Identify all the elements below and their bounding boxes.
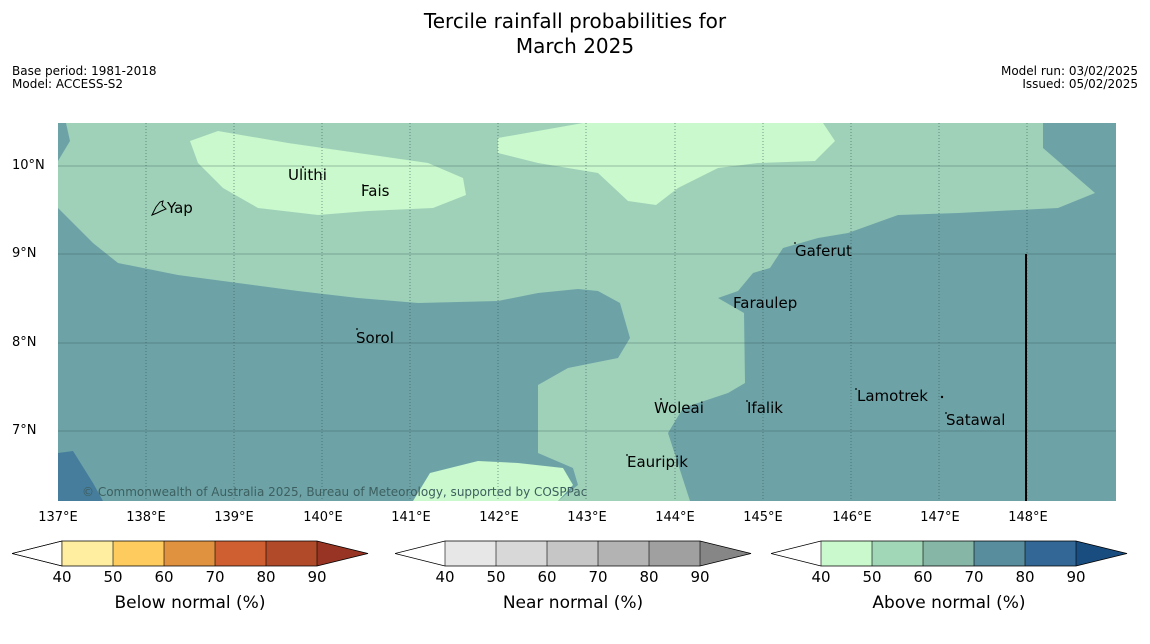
place-label-sorol: Sorol <box>356 329 394 347</box>
colorbar-swatch-0-3 <box>164 541 215 566</box>
place-label-woleai: Woleai <box>654 399 704 417</box>
colorbar-below-tick-40: 40 <box>52 568 72 586</box>
colorbar-swatch-0-0 <box>11 540 63 567</box>
lon-label-139e: 139°E <box>214 510 254 525</box>
region-above-70-80-nw <box>58 123 70 161</box>
colorbar-near-tick-40: 40 <box>435 568 455 586</box>
colorbar-below-tick-90: 90 <box>307 568 327 586</box>
colorbar-swatch-2-3 <box>923 541 974 566</box>
lon-label-143e: 143°E <box>567 510 607 525</box>
colorbar-near-tick-50: 50 <box>486 568 506 586</box>
lon-label-140e: 140°E <box>303 510 343 525</box>
place-label-ifalik: Ifalik <box>747 399 783 417</box>
colorbar-below-normal: 40 50 60 70 80 90 <box>11 540 370 600</box>
colorbar-below-tick-50: 50 <box>103 568 123 586</box>
colorbar-near-title: Near normal (%) <box>502 593 644 613</box>
region-above-40-50-south <box>413 461 573 501</box>
colorbar-swatch-1-6 <box>700 541 751 566</box>
colorbar-near-tick-90: 90 <box>690 568 710 586</box>
base-period: Base period: 1981-2018 <box>12 64 157 78</box>
colorbar-swatch-1-0 <box>395 541 445 566</box>
colorbar-below-tick-70: 70 <box>205 568 225 586</box>
region-above-70-80-ne <box>1043 123 1116 203</box>
lat-gridlines <box>58 165 1116 432</box>
colorbar-near-tick-80: 80 <box>639 568 659 586</box>
colorbar-swatch-1-3 <box>547 541 598 566</box>
map-canvas <box>58 123 1116 501</box>
colorbar-swatch-1-1 <box>445 541 496 566</box>
lat-label-10n: 10°N <box>12 158 45 173</box>
colorbar-swatch-0-1 <box>62 541 113 566</box>
lon-label-141e: 141°E <box>391 510 431 525</box>
meta-left: Base period: 1981-2018 Model: ACCESS-S2 <box>12 65 157 91</box>
region-above-50-60 <box>58 123 1095 501</box>
lon-label-145e: 145°E <box>743 510 783 525</box>
colorbar-swatch-0-6 <box>317 541 368 566</box>
colorbar-above-tick-80: 80 <box>1015 568 1035 586</box>
lon-label-138e: 138°E <box>126 510 166 525</box>
colorbar-swatch-2-4 <box>974 541 1025 566</box>
colorbar-above-tick-70: 70 <box>964 568 984 586</box>
colorbar-above-title: Above normal (%) <box>872 593 1026 613</box>
meta-right: Model run: 03/02/2025 Issued: 05/02/2025 <box>1001 65 1138 91</box>
lon-label-147e: 147°E <box>920 510 960 525</box>
colorbar-swatch-1-4 <box>598 541 649 566</box>
lat-label-7n: 7°N <box>12 423 37 438</box>
colorbar-swatch-0-4 <box>215 541 266 566</box>
lon-label-142e: 142°E <box>479 510 519 525</box>
colorbar-swatch-2-6 <box>1076 541 1127 566</box>
colorbar-near-normal-swatches <box>394 540 752 567</box>
place-label-ulithi: Ulithi <box>288 166 327 184</box>
colorbar-above-normal-swatches <box>770 540 1128 567</box>
colorbar-below-tick-60: 60 <box>154 568 174 586</box>
model-name: Model: ACCESS-S2 <box>12 77 124 91</box>
place-label-fais: Fais <box>361 182 390 200</box>
copyright-notice: © Commonwealth of Australia 2025, Bureau… <box>82 485 588 499</box>
colorbar-above-tick-90: 90 <box>1066 568 1086 586</box>
lon-label-137e: 137°E <box>38 510 78 525</box>
yap-island-shape <box>150 200 167 216</box>
colorbar-above-tick-50: 50 <box>862 568 882 586</box>
colorbar-above-tick-60: 60 <box>913 568 933 586</box>
colorbar-above-tick-40: 40 <box>811 568 831 586</box>
colorbar-swatch-1-5 <box>649 541 700 566</box>
map-panel <box>58 123 1116 501</box>
region-above-40-50-west <box>190 131 466 215</box>
place-label-gaferut: Gaferut <box>795 242 852 260</box>
map-title: Tercile rainfall probabilities for March… <box>0 9 1150 59</box>
region-above-80-90 <box>58 451 103 501</box>
colorbar-swatch-0-2 <box>113 541 164 566</box>
colorbar-near-tick-70: 70 <box>588 568 608 586</box>
place-label-faraulep: Faraulep <box>733 294 798 312</box>
colorbar-below-normal-swatches <box>11 540 369 567</box>
colorbar-swatch-1-2 <box>496 541 547 566</box>
lat-label-8n: 8°N <box>12 335 37 350</box>
lat-label-9n: 9°N <box>12 246 37 261</box>
colorbar-below-title: Below normal (%) <box>114 593 266 613</box>
colorbar-swatch-2-2 <box>872 541 923 566</box>
place-label-satawal: Satawal <box>946 411 1006 429</box>
colorbar-swatch-2-1 <box>821 541 872 566</box>
title-line2: March 2025 <box>515 34 635 58</box>
region-above-40-50-east <box>498 123 835 205</box>
colorbar-swatch-2-0 <box>771 541 821 566</box>
colorbar-near-tick-60: 60 <box>537 568 557 586</box>
colorbar-near-normal: 40 50 60 70 80 90 <box>394 540 753 600</box>
place-label-lamotrek: Lamotrek <box>857 387 928 405</box>
place-label-yap: Yap <box>167 199 193 217</box>
colorbar-swatch-2-5 <box>1025 541 1076 566</box>
lon-label-148e: 148°E <box>1008 510 1048 525</box>
lon-label-146e: 146°E <box>832 510 872 525</box>
island-markers <box>302 166 947 456</box>
place-label-eauripik: Eauripik <box>627 453 688 471</box>
colorbar-below-tick-80: 80 <box>256 568 276 586</box>
model-run: Model run: 03/02/2025 <box>1000 64 1138 78</box>
colorbar-above-normal: 40 50 60 70 80 90 <box>770 540 1129 600</box>
colorbar-swatch-0-5 <box>266 541 317 566</box>
lon-label-144e: 144°E <box>655 510 695 525</box>
issued-date: Issued: 05/02/2025 <box>1022 77 1138 91</box>
title-line1: Tercile rainfall probabilities for <box>423 9 727 33</box>
